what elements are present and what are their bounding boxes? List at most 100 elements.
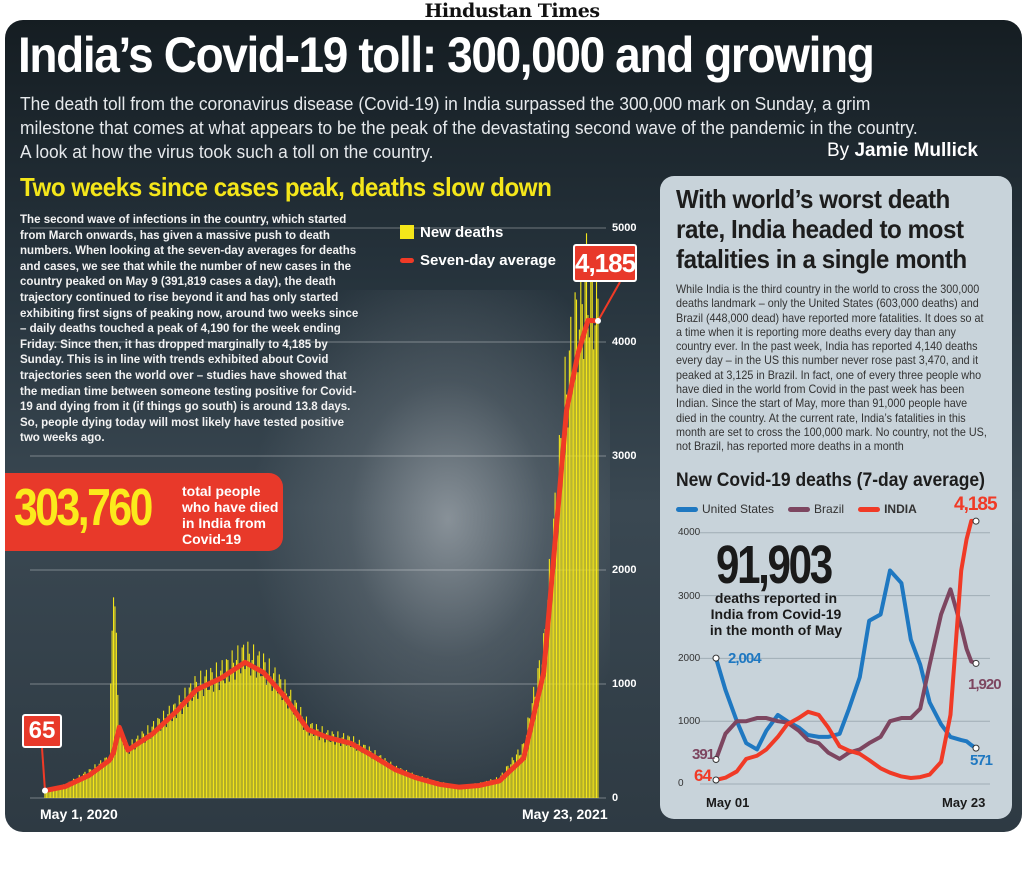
- new-deaths-bar: [171, 721, 173, 798]
- new-deaths-bar: [271, 690, 273, 798]
- new-deaths-bar: [184, 687, 186, 798]
- new-deaths-bar: [280, 679, 282, 798]
- end-point: [595, 317, 601, 324]
- new-deaths-bar: [383, 763, 385, 798]
- new-deaths-bar: [511, 757, 513, 798]
- new-deaths-bar: [370, 750, 372, 798]
- new-deaths-bar: [575, 299, 578, 798]
- new-deaths-bar: [120, 727, 122, 798]
- new-deaths-bar: [558, 435, 560, 798]
- new-deaths-bar: [491, 780, 493, 798]
- new-deaths-bar: [443, 782, 445, 798]
- new-deaths-bar: [434, 783, 436, 798]
- new-deaths-bar: [404, 773, 406, 798]
- new-deaths-bar: [65, 786, 67, 798]
- new-deaths-bar: [360, 749, 362, 798]
- new-deaths-bar: [484, 781, 486, 798]
- x-label-end: May 23: [942, 795, 986, 810]
- new-deaths-bar: [391, 766, 393, 798]
- new-deaths-bar: [80, 777, 82, 798]
- right-chart-legend: United States Brazil INDIA: [676, 502, 917, 516]
- new-deaths-bar: [498, 780, 500, 798]
- legend-seven-day: Seven-day average: [400, 246, 556, 274]
- y-tick: 4000: [678, 527, 701, 538]
- new-deaths-bar: [190, 683, 192, 798]
- new-deaths-bar: [534, 696, 536, 798]
- new-deaths-bar: [361, 752, 363, 798]
- new-deaths-bar: [131, 739, 133, 798]
- new-deaths-bar: [243, 644, 245, 798]
- new-deaths-bar: [84, 771, 86, 798]
- new-deaths-bar: [425, 779, 428, 798]
- new-deaths-bar: [531, 703, 533, 798]
- new-deaths-bar: [420, 779, 422, 798]
- red-line-icon: [400, 257, 414, 263]
- start-leader-line: [41, 747, 46, 791]
- new-deaths-bar: [231, 650, 233, 798]
- total-deaths-box: [5, 473, 283, 551]
- new-deaths-bar: [110, 683, 112, 798]
- new-deaths-bar: [227, 660, 229, 798]
- byline: By Jamie Mullick: [827, 140, 978, 162]
- y-tick: 0: [612, 792, 619, 804]
- new-deaths-bar: [585, 233, 588, 799]
- new-deaths-bar: [448, 783, 450, 798]
- new-deaths-bar: [453, 784, 455, 798]
- new-deaths-bar: [45, 789, 47, 798]
- right-body-text: While India is the third country in the …: [676, 283, 987, 454]
- new-deaths-bar: [152, 721, 155, 798]
- new-deaths-bar: [305, 716, 307, 798]
- new-deaths-bar: [221, 660, 223, 798]
- new-deaths-bar: [500, 775, 502, 798]
- new-deaths-bar: [174, 703, 176, 798]
- new-deaths-bar: [235, 660, 237, 798]
- legend-label: Seven-day average: [420, 251, 556, 269]
- new-deaths-bar: [428, 780, 430, 798]
- new-deaths-bar: [183, 700, 185, 798]
- total-deaths-number: 303,760: [14, 479, 153, 537]
- new-deaths-bar: [561, 478, 563, 798]
- new-deaths-bar: [234, 679, 236, 798]
- new-deaths-bar: [473, 785, 475, 798]
- new-deaths-bar: [130, 746, 132, 798]
- new-deaths-bar: [363, 744, 365, 798]
- new-deaths-bar: [294, 700, 296, 798]
- new-deaths-bar: [125, 739, 127, 798]
- new-deaths-bar: [157, 717, 159, 798]
- new-deaths-bar: [278, 674, 280, 798]
- new-deaths-bar: [142, 733, 145, 798]
- byline-author: Jamie Mullick: [854, 140, 978, 161]
- new-deaths-bar: [397, 771, 399, 798]
- new-deaths-bar: [211, 672, 213, 798]
- new-deaths-bar: [298, 718, 300, 798]
- new-deaths-bar: [105, 757, 107, 798]
- new-deaths-bar: [230, 672, 232, 798]
- new-deaths-bar: [481, 784, 483, 798]
- new-deaths-bar: [430, 782, 432, 798]
- new-deaths-bar: [375, 757, 378, 798]
- new-deaths-bar: [144, 742, 146, 798]
- new-deaths-bar: [594, 325, 596, 798]
- new-deaths-bar: [474, 783, 476, 798]
- new-deaths-bar: [71, 782, 73, 798]
- red-line-icon: [858, 506, 881, 512]
- new-deaths-bar: [147, 725, 149, 798]
- new-deaths-bar: [354, 742, 356, 798]
- brazil-end-label: 1,920: [968, 676, 1002, 693]
- new-deaths-bar: [300, 706, 302, 798]
- new-deaths-bar: [480, 782, 482, 798]
- new-deaths-bar: [380, 755, 382, 798]
- new-deaths-bar: [194, 676, 196, 798]
- new-deaths-bar: [340, 746, 342, 798]
- new-deaths-bar: [52, 787, 55, 798]
- new-deaths-bar: [297, 720, 299, 798]
- new-deaths-bar: [134, 749, 136, 798]
- new-deaths-bar: [394, 767, 396, 798]
- new-deaths-bar: [141, 731, 143, 798]
- new-deaths-bar: [245, 664, 247, 798]
- page-title: India’s Covid-19 toll: 300,000 and growi…: [18, 27, 875, 83]
- legend-label: INDIA: [884, 502, 917, 516]
- new-deaths-bar: [477, 786, 479, 798]
- new-deaths-bar: [510, 764, 512, 798]
- new-deaths-bar: [78, 774, 80, 798]
